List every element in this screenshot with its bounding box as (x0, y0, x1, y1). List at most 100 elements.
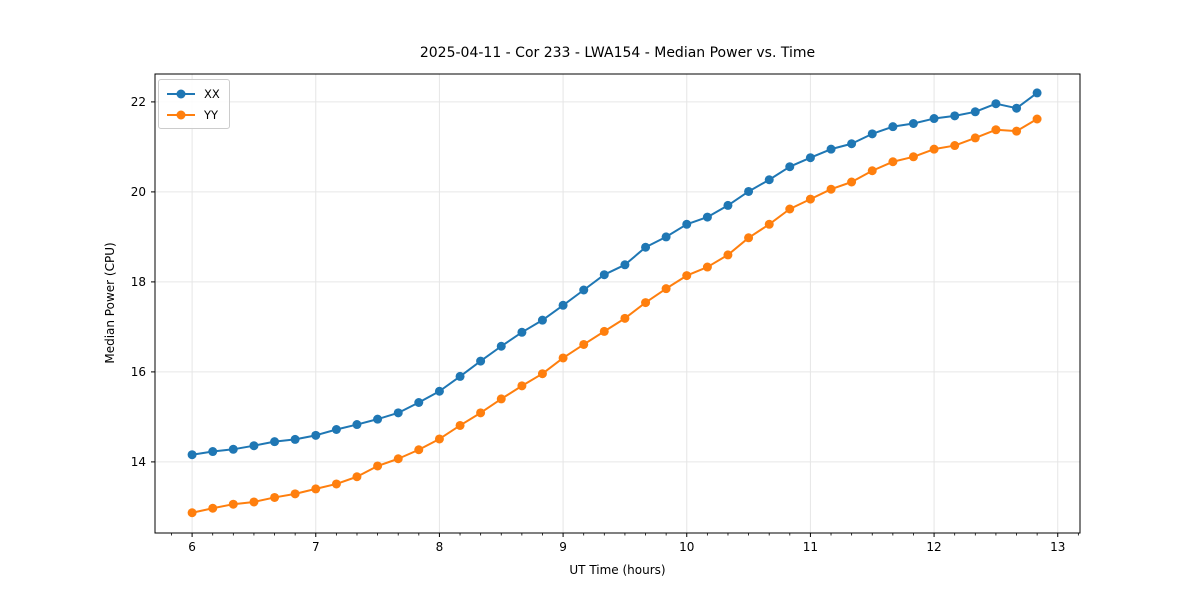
data-point-xx (187, 450, 197, 460)
data-point-xx (661, 232, 671, 242)
data-point-yy (373, 461, 383, 471)
data-point-xx (744, 186, 754, 196)
data-point-yy (496, 394, 506, 404)
y-tick-label: 22 (131, 95, 146, 109)
x-axis-label: UT Time (hours) (569, 563, 666, 577)
data-point-yy (991, 125, 1001, 135)
data-point-yy (785, 204, 795, 214)
data-point-yy (950, 141, 960, 151)
data-point-yy (537, 369, 547, 379)
data-point-xx (1012, 103, 1022, 113)
data-point-xx (702, 212, 712, 222)
data-point-xx (496, 341, 506, 351)
data-point-yy (599, 326, 609, 336)
data-point-xx (228, 444, 238, 454)
data-point-xx (991, 99, 1001, 109)
data-point-yy (702, 262, 712, 272)
data-point-xx (723, 200, 733, 210)
data-point-xx (537, 315, 547, 325)
data-point-yy (311, 484, 321, 494)
data-point-yy (641, 298, 651, 308)
data-point-xx (270, 437, 280, 447)
data-point-yy (620, 313, 630, 323)
data-point-yy (208, 503, 218, 513)
x-tick-label: 6 (188, 540, 196, 554)
data-point-yy (867, 166, 877, 176)
data-point-yy (744, 233, 754, 243)
x-tick-label: 11 (803, 540, 818, 554)
legend-item-xx: XX (166, 84, 220, 103)
data-point-yy (228, 499, 238, 509)
data-point-yy (558, 353, 568, 363)
data-point-yy (682, 271, 692, 281)
data-point-xx (888, 122, 898, 132)
data-point-xx (393, 408, 403, 418)
data-point-yy (579, 339, 589, 349)
data-point-xx (290, 434, 300, 444)
data-point-yy (517, 381, 527, 391)
x-tick-label: 13 (1050, 540, 1065, 554)
x-tick-label: 9 (559, 540, 567, 554)
y-axis-label: Median Power (CPU) (103, 242, 117, 364)
data-point-xx (249, 441, 259, 451)
data-point-yy (187, 508, 197, 518)
data-point-xx (867, 129, 877, 139)
data-point-xx (373, 414, 383, 424)
data-point-xx (805, 153, 815, 163)
legend: XX YY (158, 79, 230, 129)
data-point-yy (888, 157, 898, 167)
data-point-yy (661, 284, 671, 294)
data-point-yy (290, 489, 300, 499)
data-point-yy (1012, 126, 1022, 136)
data-point-xx (208, 447, 218, 457)
data-point-yy (455, 420, 465, 430)
data-point-yy (414, 445, 424, 455)
data-point-xx (517, 327, 527, 337)
data-point-yy (352, 472, 362, 482)
x-tick-label: 10 (679, 540, 694, 554)
data-point-yy (476, 408, 486, 418)
data-point-yy (723, 250, 733, 260)
data-point-xx (331, 425, 341, 434)
y-tick-label: 16 (131, 365, 146, 379)
data-point-xx (434, 386, 444, 396)
data-point-xx (352, 420, 362, 430)
series-line-yy (191, 118, 1039, 514)
data-point-xx (847, 139, 857, 149)
legend-item-yy: YY (166, 105, 220, 124)
plot-border (154, 73, 1081, 534)
data-point-xx (476, 356, 486, 366)
y-tick-label: 18 (131, 275, 146, 289)
data-point-xx (641, 242, 651, 252)
data-point-yy (805, 194, 815, 204)
series-line-xx (191, 91, 1039, 456)
data-point-xx (908, 119, 918, 128)
chart-title: 2025-04-11 - Cor 233 - LWA154 - Median P… (419, 45, 816, 61)
data-point-xx (950, 111, 960, 121)
data-point-xx (311, 430, 321, 440)
data-point-xx (620, 260, 630, 270)
data-point-yy (847, 177, 857, 187)
data-point-xx (1032, 88, 1042, 98)
data-point-yy (331, 479, 341, 489)
data-point-xx (558, 300, 568, 310)
data-point-yy (393, 454, 403, 464)
legend-label-yy: YY (204, 107, 219, 122)
data-point-yy (908, 152, 918, 162)
data-point-yy (249, 497, 259, 507)
data-point-yy (764, 219, 774, 229)
x-tick-label: 12 (926, 540, 941, 554)
data-point-xx (455, 371, 465, 381)
yy-line-swatch (167, 110, 195, 119)
y-tick-label: 20 (131, 185, 146, 199)
data-point-xx (826, 144, 836, 154)
data-point-yy (434, 434, 444, 444)
data-point-xx (929, 114, 939, 124)
legend-label-xx: XX (204, 86, 220, 101)
xx-line-swatch (167, 89, 195, 98)
data-point-xx (970, 107, 980, 117)
x-tick-label: 7 (312, 540, 320, 554)
y-tick-label: 14 (131, 455, 146, 469)
